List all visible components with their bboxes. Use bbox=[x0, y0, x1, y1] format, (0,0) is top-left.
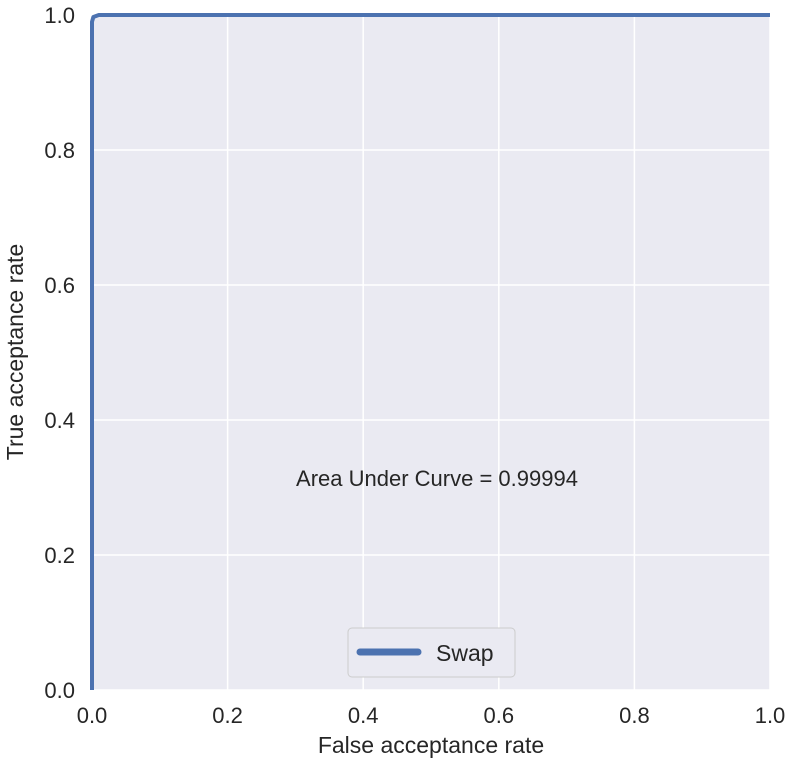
y-tick-label: 0.4 bbox=[44, 408, 75, 433]
y-tick-label: 1.0 bbox=[44, 3, 75, 28]
x-tick-label: 0.0 bbox=[77, 703, 108, 728]
x-tick-label: 0.8 bbox=[619, 703, 650, 728]
tick-labels: 0.0 0.2 0.4 0.6 0.8 1.0 0.0 0.2 0.4 0.6 0.8 1.0 bbox=[44, 3, 785, 728]
plot-area bbox=[92, 15, 770, 690]
series-line-swap bbox=[90, 13, 770, 690]
x-axis-label: False acceptance rate bbox=[318, 732, 544, 758]
x-tick-label: 1.0 bbox=[755, 703, 786, 728]
auc-annotation: Area Under Curve = 0.99994 bbox=[296, 466, 578, 491]
y-tick-label: 0.0 bbox=[44, 678, 75, 703]
legend-box bbox=[347, 627, 516, 678]
y-tick-label: 0.6 bbox=[44, 273, 75, 298]
y-tick-label: 0.8 bbox=[44, 138, 75, 163]
y-axis-label: True acceptance rate bbox=[2, 244, 28, 461]
series-lines bbox=[90, 13, 770, 690]
legend: Swap bbox=[347, 627, 516, 678]
legend-label-swap: Swap bbox=[436, 640, 494, 666]
y-tick-label: 0.2 bbox=[44, 543, 75, 568]
x-tick-label: 0.4 bbox=[348, 703, 379, 728]
x-tick-label: 0.6 bbox=[484, 703, 515, 728]
x-tick-label: 0.2 bbox=[212, 703, 243, 728]
